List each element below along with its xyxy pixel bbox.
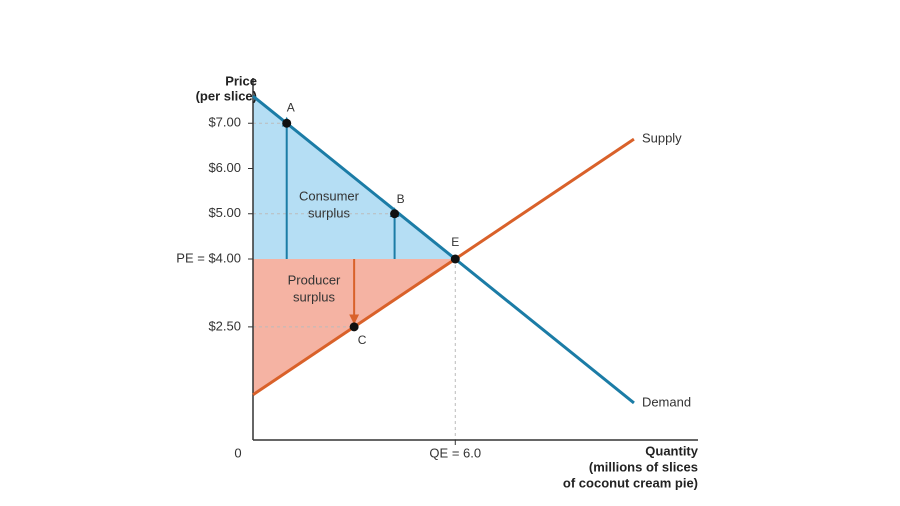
annotation: Producer <box>288 272 341 287</box>
line-1 <box>252 94 635 405</box>
series-label: Demand <box>642 394 691 409</box>
annotation: surplus <box>293 289 335 304</box>
x-tick-label: QE = 6.0 <box>429 445 481 460</box>
y-tick-label: $6.00 <box>208 160 241 175</box>
y-axis-label: (per slice) <box>196 88 257 103</box>
annotation: surplus <box>308 205 350 220</box>
x-axis-label: Quantity <box>645 443 698 458</box>
point <box>390 209 400 219</box>
point-label: E <box>451 235 459 249</box>
point <box>450 254 460 264</box>
x-axis-label: (millions of slices <box>589 459 698 474</box>
point <box>349 322 359 332</box>
y-tick-label: $2.50 <box>208 318 241 333</box>
annotation: Consumer <box>299 188 360 203</box>
y-axis-label: Price <box>225 73 257 88</box>
point-label: B <box>397 192 405 206</box>
x-axis-label: of coconut cream pie) <box>563 475 698 490</box>
point <box>282 118 292 128</box>
y-tick-label: $5.00 <box>208 205 241 220</box>
y-tick-label: $7.00 <box>208 115 241 130</box>
y-tick-label: PE = $4.00 <box>176 250 241 265</box>
line-0 <box>252 137 635 396</box>
point-label: A <box>287 100 295 114</box>
x-tick-label: 0 <box>234 445 241 460</box>
series-label: Supply <box>642 131 682 146</box>
point-label: C <box>358 333 367 347</box>
